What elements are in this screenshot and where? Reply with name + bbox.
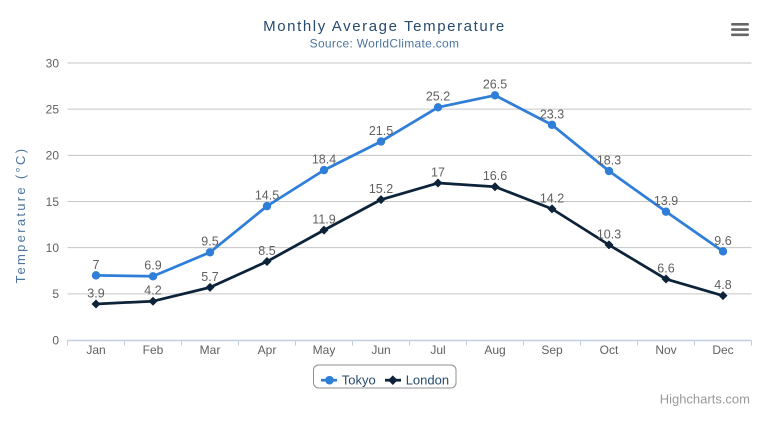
svg-text:18.4: 18.4 (312, 153, 336, 167)
svg-text:21.5: 21.5 (369, 124, 393, 138)
svg-text:8.5: 8.5 (258, 244, 275, 258)
svg-text:7: 7 (93, 258, 100, 272)
svg-text:13.9: 13.9 (654, 194, 678, 208)
svg-text:14.2: 14.2 (540, 191, 564, 205)
svg-text:10.3: 10.3 (597, 227, 621, 241)
svg-text:14.5: 14.5 (255, 189, 279, 203)
svg-text:Source: WorldClimate.com: Source: WorldClimate.com (310, 37, 460, 51)
svg-text:6.9: 6.9 (144, 259, 161, 273)
svg-text:Mar: Mar (200, 343, 221, 357)
svg-text:20: 20 (46, 149, 60, 163)
svg-text:17: 17 (431, 165, 445, 179)
svg-text:15.2: 15.2 (369, 182, 393, 196)
svg-text:Monthly Average Temperature: Monthly Average Temperature (263, 18, 506, 35)
svg-text:25: 25 (46, 103, 60, 117)
svg-text:6.6: 6.6 (657, 261, 674, 275)
svg-text:11.9: 11.9 (312, 213, 335, 227)
svg-text:9.6: 9.6 (714, 234, 731, 248)
svg-text:3.9: 3.9 (87, 286, 104, 300)
svg-text:Sep: Sep (541, 343, 563, 357)
svg-text:Aug: Aug (484, 343, 505, 357)
svg-text:15: 15 (46, 195, 60, 209)
svg-text:London: London (406, 373, 449, 388)
svg-text:Apr: Apr (258, 343, 277, 357)
svg-text:16.6: 16.6 (483, 169, 507, 183)
svg-text:18.3: 18.3 (597, 153, 621, 167)
svg-text:9.5: 9.5 (201, 235, 218, 249)
svg-text:Feb: Feb (143, 343, 164, 357)
svg-text:4.2: 4.2 (144, 284, 161, 298)
svg-text:Tokyo: Tokyo (342, 373, 376, 388)
svg-text:Nov: Nov (655, 343, 676, 357)
svg-text:Jul: Jul (430, 343, 445, 357)
svg-text:Jan: Jan (86, 343, 105, 357)
svg-text:5.7: 5.7 (201, 270, 218, 284)
svg-text:Oct: Oct (600, 343, 619, 357)
svg-text:Highcharts.com: Highcharts.com (660, 392, 750, 407)
svg-text:Temperature (°C): Temperature (°C) (13, 147, 28, 284)
svg-text:10: 10 (46, 241, 60, 255)
svg-text:4.8: 4.8 (714, 278, 731, 292)
svg-text:5: 5 (52, 287, 59, 301)
svg-text:30: 30 (46, 56, 60, 70)
svg-text:25.2: 25.2 (426, 90, 450, 104)
svg-text:Jun: Jun (371, 343, 390, 357)
svg-text:Dec: Dec (712, 343, 733, 357)
svg-text:0: 0 (52, 333, 59, 347)
svg-text:May: May (313, 343, 336, 357)
svg-text:23.3: 23.3 (540, 107, 564, 121)
svg-text:26.5: 26.5 (483, 78, 507, 92)
